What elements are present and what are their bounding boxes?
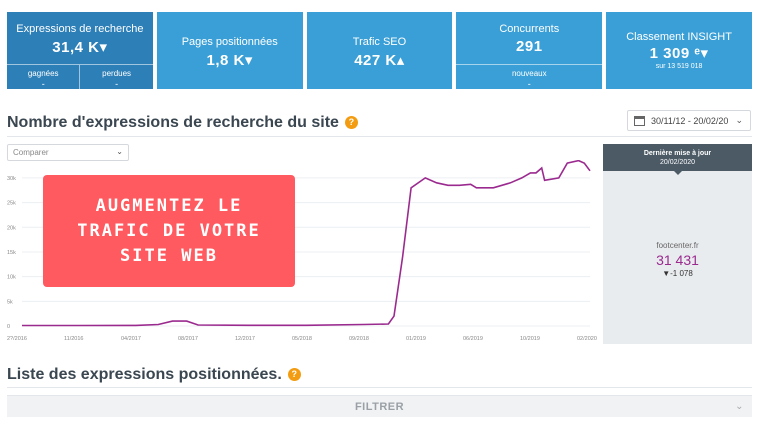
kpi-ranked-pages[interactable]: Pages positionnées 1,8 K▾: [156, 12, 303, 89]
kpi-competitors[interactable]: Concurrents 291 nouveaux -: [456, 12, 603, 89]
kpi-title: Expressions de recherche: [16, 23, 144, 35]
kpi-title: Classement INSIGHT: [626, 31, 732, 43]
kpi-sub-label: nouveaux: [511, 69, 547, 78]
help-icon[interactable]: ?: [344, 116, 358, 130]
y-tick-label: 10k: [7, 275, 16, 281]
kpi-sub-lost[interactable]: perdues -: [79, 65, 152, 89]
promo-banner[interactable]: AUGMENTEZ LE TRAFIC DE VOTRE SITE WEB: [43, 175, 295, 287]
section-title-text: Liste des expressions positionnées.: [7, 366, 282, 383]
y-tick-label: 25k: [7, 201, 16, 207]
kpi-sub-value: -: [115, 79, 119, 89]
section-title-search-expressions: Nombre d'expressions de recherche du sit…: [7, 114, 358, 132]
section-title-positioned-expressions: Liste des expressions positionnées.?: [7, 366, 301, 384]
x-tick-label: 08/2017: [178, 336, 198, 342]
x-tick-label: 12/2017: [235, 336, 255, 342]
divider: [7, 136, 752, 137]
x-tick-label: 06/2019: [463, 336, 483, 342]
kpi-value: 427 K▴: [354, 52, 405, 69]
kpi-sub-text: sur 13 519 018: [655, 63, 703, 70]
chevron-down-icon: ⌄: [735, 401, 744, 412]
x-tick-label: 04/2017: [121, 336, 141, 342]
kpi-search-expressions[interactable]: Expressions de recherche 31,4 K▾ gagnées…: [7, 12, 153, 89]
y-tick-label: 20k: [7, 225, 16, 231]
kpi-title: Trafic SEO: [352, 36, 407, 48]
kpi-value: 31,4 K▾: [52, 39, 108, 56]
y-tick-label: 5k: [7, 299, 13, 305]
x-tick-label: 10/2019: [520, 336, 540, 342]
panel-delta: ▼-1 078: [662, 269, 693, 278]
x-tick-label: 05/2018: [292, 336, 312, 342]
kpi-sub-new[interactable]: nouveaux -: [456, 65, 602, 89]
kpi-sub-label: perdues: [102, 69, 132, 78]
kpi-title: Pages positionnées: [181, 36, 278, 48]
section-title-text: Nombre d'expressions de recherche du sit…: [7, 114, 339, 131]
date-range-value: 30/11/12 - 20/02/20: [651, 115, 729, 126]
date-range-picker[interactable]: 30/11/12 - 20/02/20 ⌄: [627, 110, 751, 131]
panel-header-date: 20/02/2020: [659, 159, 696, 166]
kpi-cards: Expressions de recherche 31,4 K▾ gagnées…: [7, 12, 752, 89]
divider: [7, 387, 752, 388]
y-axis: 0 5k 10k 15k 20k 25k 30k: [7, 176, 16, 330]
panel-site: footcenter.fr: [656, 241, 699, 250]
pointer-icon: [674, 171, 682, 175]
chart-series-line: [22, 160, 591, 327]
panel-header-title: Dernière mise à jour: [643, 150, 712, 157]
kpi-seo-traffic[interactable]: Trafic SEO 427 K▴: [306, 12, 453, 89]
filter-label: FILTRER: [354, 401, 405, 413]
panel-value: 31 431: [656, 252, 699, 268]
promo-text: AUGMENTEZ LE TRAFIC DE VOTRE SITE WEB: [77, 195, 261, 266]
x-tick-label: 11/2016: [64, 336, 83, 342]
kpi-sub-row: gagnées - perdues -: [7, 64, 153, 89]
kpi-sub-value: -: [527, 79, 531, 89]
x-tick-label: 09/2018: [349, 336, 369, 342]
chevron-down-icon: ⌄: [116, 147, 123, 156]
y-tick-label: 0: [7, 324, 10, 330]
x-tick-label: 02/2020: [577, 336, 597, 342]
y-tick-label: 15k: [7, 250, 16, 256]
calendar-icon: [634, 115, 645, 126]
compare-select[interactable]: Comparer ⌄: [7, 144, 129, 161]
x-tick-label: 01/2019: [406, 336, 426, 342]
kpi-sub-row: nouveaux -: [456, 64, 603, 89]
panel-header: Dernière mise à jour 20/02/2020: [603, 144, 752, 175]
help-icon[interactable]: ?: [287, 368, 301, 382]
x-axis: 2?/2016 11/2016 04/2017 08/2017 12/2017 05/20…: [7, 336, 597, 342]
y-tick-label: 30k: [7, 176, 16, 182]
kpi-insight-ranking[interactable]: Classement INSIGHT 1 309 ᵉ▾ sur 13 519 0…: [606, 12, 752, 89]
kpi-value: 1 309 ᵉ▾: [649, 45, 709, 62]
kpi-sub-won[interactable]: gagnées -: [7, 65, 79, 89]
kpi-value: 291: [516, 38, 543, 55]
kpi-sub-value: -: [41, 79, 45, 89]
x-tick-label: 2?/2016: [7, 336, 27, 342]
kpi-value: 1,8 K▾: [206, 52, 253, 69]
kpi-sub-label: gagnées: [27, 69, 59, 78]
last-update-panel: Dernière mise à jour 20/02/2020 footcent…: [603, 144, 752, 344]
filter-button[interactable]: FILTRER ⌄: [7, 395, 752, 417]
chevron-down-icon: ⌄: [735, 115, 743, 125]
kpi-title: Concurrents: [499, 23, 560, 35]
compare-placeholder: Comparer: [13, 148, 49, 157]
